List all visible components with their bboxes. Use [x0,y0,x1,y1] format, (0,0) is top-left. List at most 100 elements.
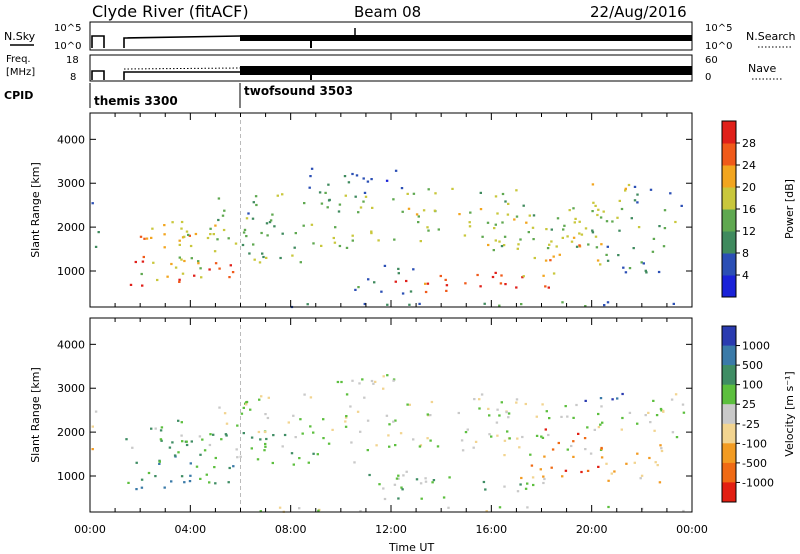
power-cell [566,235,569,238]
velocity-cell [94,410,98,413]
power-cell [212,233,215,236]
velocity-cell [597,412,600,416]
power-cell [552,255,555,258]
velocity-cell [540,435,543,438]
power-cell [458,213,461,216]
power-cell [91,202,94,205]
velocity-cell [484,488,487,491]
power-ytick-label: 3000 [57,177,85,190]
velocity-cell [394,444,397,447]
velocity-cell [516,437,519,440]
velocity-cell [309,396,313,399]
x-axis: 00:00 04:00 08:00 12:00 16:00 20:00 00:00 [74,113,708,536]
velocity-cell [402,474,405,477]
power-cell [393,238,396,241]
power-cell [624,187,627,190]
power-cell [234,242,238,245]
power-cell [412,192,416,195]
power-cell [519,238,522,241]
velocity-cell [183,481,186,484]
power-ylabel: Slant Range [km] [29,162,42,258]
power-cell [445,284,449,287]
velocity-cell [236,424,239,427]
power-cell [332,236,335,240]
velocity-cell [636,422,639,425]
power-cell [405,279,408,283]
power-cell [308,186,311,189]
velocity-cell [597,426,601,429]
velocity-cell [290,452,294,455]
power-cell [507,202,510,205]
velocity-cell [426,437,429,440]
power-cell [599,216,603,219]
power-cell [178,256,181,259]
power-cell [500,274,503,277]
velocity-cell [505,411,508,414]
power-cell [406,192,409,195]
velocity-cell [220,438,223,441]
velocity-cell [600,446,603,450]
velocity-cell [298,457,301,460]
velocity-cell [656,464,659,467]
velocity-cell [600,405,603,408]
velocity-cell [529,453,532,456]
velocity-cell [498,506,502,509]
velocity-cell [543,477,546,481]
velocity-cell [583,437,587,440]
power-cell [515,215,519,218]
velocity-cell [566,448,569,451]
velocity-cell [322,418,325,421]
velocity-cell [271,461,274,465]
velocity-cell [488,414,491,417]
power-cell [547,286,550,289]
velocity-cell [472,446,475,449]
velocity-cell [487,407,490,410]
power-cell [501,192,505,196]
velocity-cell [572,440,575,443]
power-cell [206,236,210,240]
power-cell [522,204,525,207]
power-cell [178,239,181,242]
velocity-cell [397,477,400,480]
power-cell [214,224,217,227]
velocity-cell [545,410,548,413]
x-tick-label: 12:00 [375,523,407,536]
power-cell [231,271,235,274]
power-cell [333,241,337,244]
velocity-cell [572,416,575,419]
velocity-frame [89,317,693,513]
power-cell [433,209,437,212]
velocity-cell [159,438,163,441]
power-cell [624,271,628,274]
velocity-cell [383,497,387,501]
velocity-cell [125,438,128,441]
velocity-cell [616,397,619,400]
velocity-cell [263,449,266,452]
power-panel: 1000 2000 3000 4000 Slant Range [km] 4 8 12 16 20… [29,112,796,309]
power-cell [213,250,217,253]
power-cell [422,209,426,212]
power-cell [245,217,249,220]
power-cell [412,268,415,271]
velocity-cell [551,448,555,451]
power-cell [575,245,579,248]
power-cell [380,290,383,293]
power-cell [370,178,373,181]
power-cell [481,235,484,238]
nsky-label: N.Sky [4,30,36,43]
power-cell [197,260,200,263]
power-cell [596,213,599,217]
power-cell [503,235,507,238]
power-cell [180,258,183,261]
nsearch-tick-top: 10^5 [705,23,732,34]
power-cell [419,240,422,243]
power-cell [394,280,397,283]
power-cell [217,218,220,222]
velocity-colorbar-swatch [722,443,736,464]
velocity-cell [281,445,284,448]
date-label: 22/Aug/2016 [590,3,687,21]
velocity-cell [188,480,192,483]
power-cell [262,255,265,259]
velocity-cell [485,510,488,513]
velocity-cell [674,393,678,396]
